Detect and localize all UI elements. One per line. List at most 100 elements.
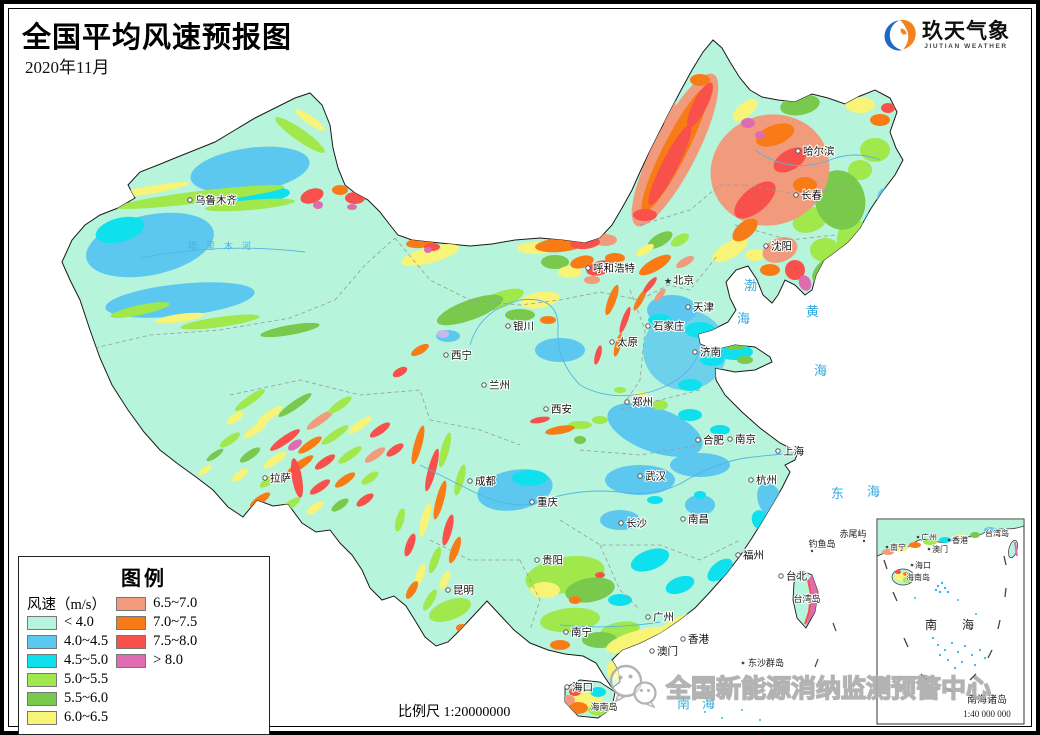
city-marker <box>645 323 651 329</box>
city-marker <box>727 436 733 442</box>
legend-item-label: 7.5~8.0 <box>153 633 198 649</box>
city-label: 石家庄 <box>653 320 685 333</box>
city-label: 澳门 <box>657 645 678 658</box>
city-label: 乌鲁木齐 <box>195 194 237 207</box>
city-label: 南宁 <box>571 626 592 639</box>
city-marker <box>443 352 449 358</box>
legend-swatch <box>27 615 57 630</box>
island-label: 台湾岛 <box>793 593 820 604</box>
city-label: 太原 <box>617 336 638 349</box>
city-marker <box>680 516 686 522</box>
city-marker <box>187 197 193 203</box>
inset-marker <box>916 535 920 539</box>
legend-box: 图例 风速（m/s） < 4.0 4.0~4.5 4.5~5.0 5.0~5.5 5.5… <box>18 556 270 735</box>
hengduan-texture <box>395 425 466 611</box>
inset-label: 海南岛 <box>906 572 930 582</box>
city-label: 杭州 <box>756 474 777 487</box>
city-marker <box>624 399 630 405</box>
city-marker <box>775 448 781 454</box>
map-scale-label: 比例尺 1:20000000 <box>398 705 511 720</box>
city-marker <box>618 520 624 526</box>
legend-swatch <box>27 634 57 649</box>
city-label: 成都 <box>475 476 496 488</box>
offshore-marks <box>704 539 866 721</box>
legend-title: 图例 <box>121 568 167 590</box>
city-label: 西宁 <box>451 349 472 362</box>
inset-marker <box>910 563 914 567</box>
legend-column-right: 6.5~7.0 7.0~7.5 7.5~8.0 > 8.0 <box>116 594 197 727</box>
city-label: 广州 <box>653 612 674 624</box>
city-label: 呼和浩特 <box>593 263 635 275</box>
city-marker <box>692 349 698 355</box>
rivers <box>139 149 881 628</box>
legend-swatch <box>116 653 147 668</box>
island-label: 东沙群岛 <box>748 657 784 668</box>
south-china-sea-inset <box>876 518 1025 725</box>
legend-column-left: 风速（m/s） < 4.0 4.0~4.5 4.5~5.0 5.0~5.5 5.5~6.… <box>27 594 108 727</box>
city-marker <box>685 304 691 310</box>
legend-item-label: < 4.0 <box>64 614 94 630</box>
city-marker <box>748 477 754 483</box>
taiwan-island <box>792 569 819 629</box>
legend-swatch <box>116 634 147 649</box>
city-label: 南京 <box>735 433 756 446</box>
legend-item: 5.5~6.0 <box>27 689 108 708</box>
city-label: 长春 <box>801 190 822 202</box>
qinghai-lake <box>437 330 449 338</box>
legend-item: 7.5~8.0 <box>116 632 197 651</box>
inset-label: 南海诸岛 <box>967 693 1007 706</box>
inset-label: 南宁 <box>890 542 906 552</box>
wind-speed-patches <box>86 73 895 680</box>
legend-item: 4.0~4.5 <box>27 632 108 651</box>
jiutian-weather-logo: 玖天气象 JIUTIAN WEATHER <box>879 16 1010 56</box>
inset-label: 广州 <box>921 532 937 542</box>
city-marker <box>467 478 473 484</box>
city-label: 合肥 <box>703 434 724 447</box>
sea-label: 南 <box>677 696 690 711</box>
city-marker <box>529 499 535 505</box>
tibet-texture <box>198 343 429 515</box>
sea-label: 海 <box>702 696 715 711</box>
legend-item-label: 7.0~7.5 <box>153 614 198 630</box>
capital-star-marker: ★ <box>664 276 672 286</box>
city-marker <box>645 614 651 620</box>
legend-item: > 8.0 <box>116 651 197 670</box>
island-label: 赤尾屿 <box>839 529 866 539</box>
city-label: 西安 <box>551 403 572 416</box>
city-label: 济南 <box>700 346 721 359</box>
inset-label: 澳门 <box>932 544 948 554</box>
city-marker <box>262 475 268 481</box>
inset-label: 海口 <box>915 560 931 570</box>
legend-item-label: > 8.0 <box>153 652 184 668</box>
inset-marker <box>947 538 951 542</box>
city-label: 北京 <box>673 274 694 287</box>
legend-item: 4.5~5.0 <box>27 651 108 670</box>
city-marker <box>505 323 511 329</box>
legend-item-label: 5.5~6.0 <box>64 690 109 706</box>
sea-label: 海 <box>737 311 750 326</box>
city-marker <box>793 192 799 198</box>
city-marker <box>735 552 741 558</box>
city-marker <box>445 587 451 593</box>
island-marker <box>741 661 745 665</box>
inset-label: 南 <box>925 617 937 632</box>
city-label: 贵阳 <box>542 554 563 567</box>
island-label: 钓鱼岛 <box>808 538 835 549</box>
legend-item: 6.0~6.5 <box>27 708 108 727</box>
city-marker <box>778 573 784 579</box>
legend-swatch <box>27 672 57 687</box>
city-marker <box>481 382 487 388</box>
inset-label: 台湾岛 <box>985 528 1009 538</box>
legend-unit-label: 风速（m/s） <box>27 597 106 613</box>
city-label: 海口 <box>572 681 593 694</box>
city-label: 拉萨 <box>270 472 291 485</box>
city-marker <box>695 437 701 443</box>
city-marker <box>534 557 540 563</box>
city-label: 郑州 <box>632 396 653 409</box>
city-label: 香港 <box>688 634 709 646</box>
city-label: 南昌 <box>688 513 709 526</box>
city-marker <box>795 148 801 154</box>
